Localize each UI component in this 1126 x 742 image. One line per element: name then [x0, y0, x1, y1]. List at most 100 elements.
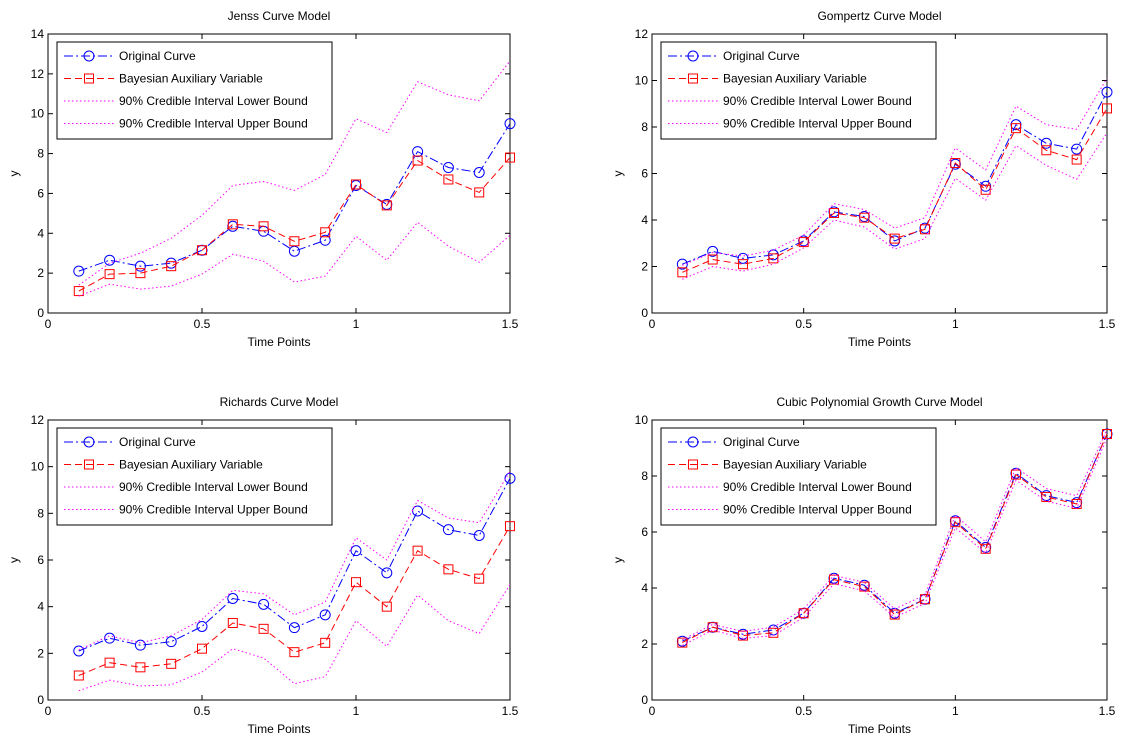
data-point-square — [889, 609, 900, 620]
legend-label: Bayesian Auxiliary Variable — [119, 72, 263, 86]
data-point-circle — [73, 645, 85, 657]
chart-title: Richards Curve Model — [220, 395, 339, 409]
data-point-square — [443, 564, 454, 575]
chart-gompertz: Gompertz Curve Model 0 0.5 1 1.5 0 2 4 6 8 10 12 Tim… — [611, 9, 1116, 349]
data-point-square — [829, 208, 839, 219]
data-point-circle — [473, 530, 485, 541]
data-point-circle — [227, 593, 239, 604]
series-line-1 — [682, 433, 1108, 642]
y-tick-label: 12 — [635, 27, 649, 41]
y-tick-label: 2 — [641, 260, 648, 274]
data-point-square — [707, 254, 718, 265]
x-axis-label: Time Points — [248, 722, 311, 736]
data-point-square — [104, 269, 115, 280]
y-tick-label: 10 — [31, 107, 45, 121]
y-tick-label: 12 — [31, 413, 45, 427]
legend-label: 90% Credible Interval Upper Bound — [119, 503, 308, 517]
data-point-square — [443, 174, 454, 185]
data-point-circle — [350, 545, 362, 557]
data-point-circle — [504, 472, 516, 484]
series-line-1 — [78, 478, 511, 652]
y-tick-label: 6 — [641, 525, 648, 539]
x-tick-label: 1 — [952, 317, 959, 331]
data-point-square — [859, 212, 870, 223]
data-point-square — [351, 577, 361, 588]
x-tick-label: 1 — [353, 704, 360, 718]
y-tick-label: 6 — [37, 553, 44, 567]
chart-jenss: Jenss Curve Model 0 0.5 1 1.5 0 2 4 6 8 10 12 14 Time… — [7, 9, 519, 349]
legend-marker-square — [84, 73, 94, 84]
y-tick-label: 0 — [641, 306, 648, 320]
y-tick-label: 8 — [37, 506, 44, 520]
data-point-square — [798, 237, 809, 248]
data-point-square — [889, 233, 900, 244]
y-axis-label: y — [611, 557, 625, 563]
data-point-circle — [227, 220, 239, 232]
data-point-square — [412, 545, 423, 556]
data-point-circle — [319, 234, 331, 246]
data-point-square — [412, 155, 423, 166]
series-line-2 — [682, 433, 1108, 644]
data-point-square — [320, 637, 331, 648]
plot-frame — [47, 33, 511, 314]
legend-label: Bayesian Auxiliary Variable — [723, 72, 867, 86]
data-point-square — [1011, 469, 1021, 480]
data-point-circle — [73, 265, 85, 277]
y-axis-label: y — [611, 171, 625, 177]
data-point-square — [677, 267, 688, 278]
data-point-circle — [442, 162, 454, 174]
legend-label: 90% Credible Interval Upper Bound — [119, 117, 308, 131]
data-point-square — [258, 221, 269, 232]
data-point-square — [768, 253, 779, 264]
data-point-circle — [288, 622, 300, 634]
x-tick-label: 1.5 — [1099, 704, 1116, 718]
data-point-square — [950, 158, 961, 169]
x-tick-label: 1.5 — [502, 317, 519, 331]
legend-label: 90% Credible Interval Lower Bound — [119, 94, 308, 108]
x-axis-label: Time Points — [848, 722, 911, 736]
data-point-square — [505, 521, 515, 532]
legend-label: Original Curve — [723, 435, 800, 449]
chart-richards: Richards Curve Model 0 0.5 1 1.5 0 2 4 6 8 10 12 Tim… — [7, 395, 519, 736]
data-point-square — [289, 236, 300, 247]
y-tick-label: 8 — [641, 120, 648, 134]
x-tick-label: 0 — [649, 317, 656, 331]
y-axis-label: y — [7, 171, 21, 177]
y-tick-label: 14 — [31, 27, 45, 41]
data-point-square — [474, 573, 485, 584]
legend-marker-circle — [83, 50, 95, 62]
data-point-circle — [676, 258, 688, 270]
legend-box — [660, 41, 937, 140]
data-point-circle — [737, 252, 749, 264]
x-tick-label: 1 — [952, 704, 959, 718]
data-point-circle — [919, 593, 931, 605]
data-point-square — [798, 608, 809, 619]
data-point-square — [859, 581, 870, 592]
data-point-circle — [442, 524, 454, 536]
data-point-circle — [134, 260, 146, 272]
x-axis-label: Time Points — [848, 335, 911, 349]
data-point-square — [320, 227, 331, 238]
legend-label: 90% Credible Interval Lower Bound — [723, 480, 912, 494]
legend-box — [56, 41, 333, 140]
y-tick-label: 4 — [641, 581, 648, 595]
data-point-square — [104, 657, 115, 668]
data-point-square — [258, 623, 269, 634]
chart-title: Cubic Polynomial Growth Curve Model — [776, 395, 982, 409]
x-tick-label: 0 — [45, 704, 52, 718]
data-point-square — [505, 152, 515, 163]
data-point-square — [381, 601, 392, 612]
data-point-circle — [104, 254, 116, 266]
x-tick-label: 0 — [649, 704, 656, 718]
y-tick-label: 2 — [641, 637, 648, 651]
y-tick-label: 6 — [37, 186, 44, 200]
y-tick-label: 8 — [37, 147, 44, 161]
data-point-square — [166, 658, 177, 669]
data-point-square — [980, 184, 991, 195]
chart-title: Jenss Curve Model — [228, 9, 331, 23]
legend-box — [660, 427, 937, 526]
data-point-circle — [319, 609, 331, 621]
y-tick-label: 4 — [37, 600, 44, 614]
legend-label: Original Curve — [119, 49, 196, 63]
